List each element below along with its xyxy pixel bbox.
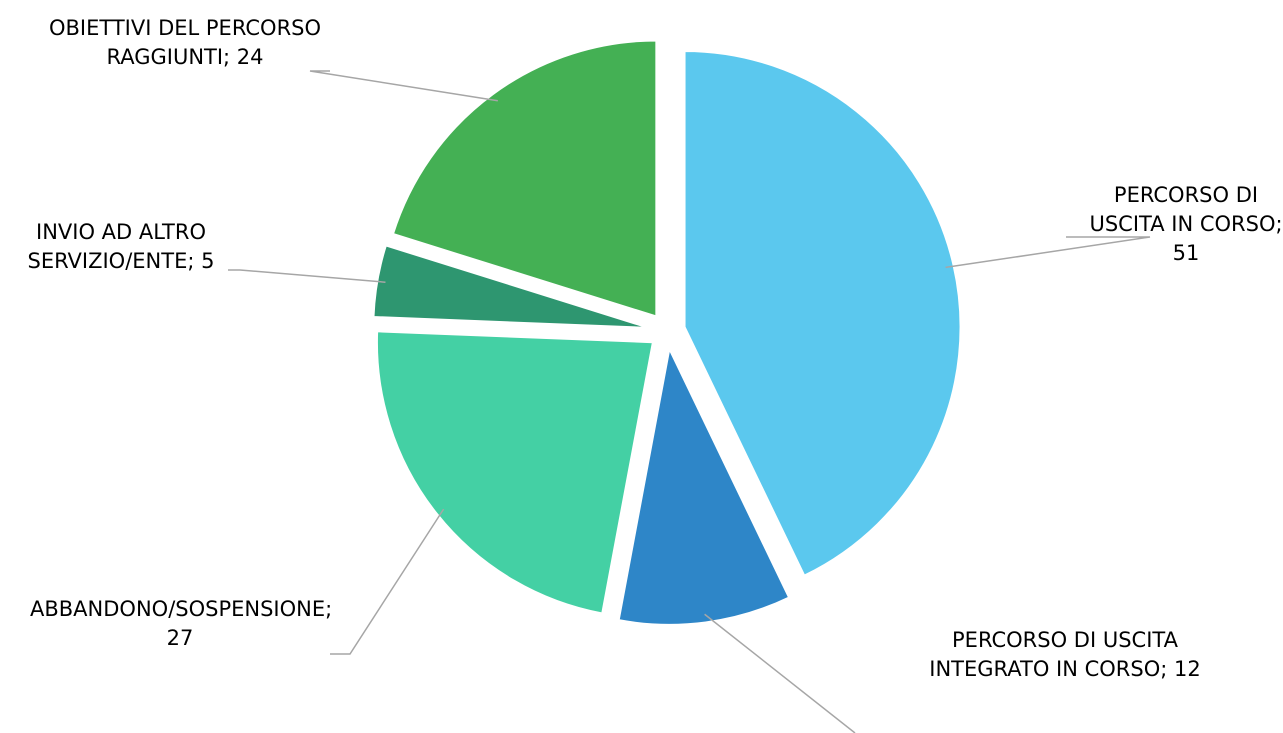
data-label-invio-ad-altro-servizio: INVIO AD ALTRO SERVIZIO/ENTE; 5 — [16, 218, 226, 276]
data-label-line: INVIO AD ALTRO — [36, 220, 206, 244]
pie-slice-abbandono-sospensione — [375, 330, 655, 615]
data-label-line: SERVIZIO/ENTE; 5 — [27, 249, 215, 273]
data-label-percorso-di-uscita-integrato: PERCORSO DI USCITA INTEGRATO IN CORSO; 1… — [925, 626, 1205, 684]
pie-slice-percorso-di-uscita-integrato — [617, 345, 791, 626]
leader-line-percorso-di-uscita-integrato — [704, 613, 856, 733]
data-label-line: 51 — [1172, 241, 1200, 265]
leader-line-obiettivi-raggiunti — [309, 70, 498, 102]
data-label-line: OBIETTIVI DEL PERCORSO — [48, 16, 322, 40]
data-label-line: ABBANDONO/SOSPENSIONE; — [30, 597, 333, 621]
data-label-percorso-di-uscita-in-corso: PERCORSO DI USCITA IN CORSO; 51 — [1066, 181, 1283, 268]
data-label-line: RAGGIUNTI; 24 — [106, 45, 264, 69]
data-label-line: USCITA IN CORSO; — [1089, 212, 1283, 236]
data-label-line: PERCORSO DI USCITA — [952, 628, 1178, 652]
data-label-line: PERCORSO DI — [1113, 183, 1259, 207]
pie-slice-obiettivi-raggiunti — [391, 39, 658, 318]
data-label-line: INTEGRATO IN CORSO; 12 — [929, 657, 1201, 681]
data-label-abbandono-sospensione: ABBANDONO/SOSPENSIONE; 27 — [30, 595, 333, 653]
leader-line-invio-ad-altro-servizio — [228, 269, 386, 283]
data-label-obiettivi-raggiunti: OBIETTIVI DEL PERCORSO RAGGIUNTI; 24 — [40, 14, 330, 72]
data-label-line: 27 — [166, 626, 194, 650]
leader-line-percorso-di-uscita-in-corso — [945, 236, 1151, 269]
leader-line-abbandono-sospensione — [330, 508, 445, 655]
